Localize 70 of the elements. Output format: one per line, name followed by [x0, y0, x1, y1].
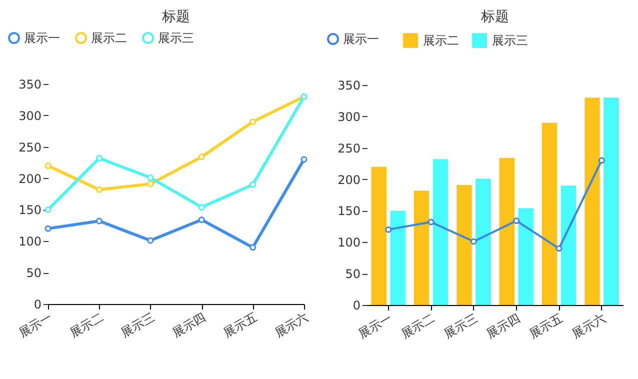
bar — [499, 158, 514, 305]
x-tick-label: 展示四 — [484, 310, 522, 341]
legend-label: 展示一 — [343, 32, 379, 46]
y-tick-label: 0 — [352, 298, 360, 312]
y-tick-label: 300 — [338, 110, 360, 124]
x-tick-label: 展示五 — [526, 310, 565, 341]
point — [44, 206, 52, 213]
x-tick-label: 展示四 — [170, 310, 208, 340]
point — [198, 154, 205, 160]
y-tick-label: 300 — [18, 108, 42, 123]
point — [428, 218, 434, 226]
bar — [390, 210, 406, 305]
legend-label: 展示二 — [91, 31, 127, 45]
bar — [371, 166, 386, 305]
y-tick-label: 150 — [18, 203, 42, 218]
x-tick-label: 展示六 — [569, 310, 608, 341]
y-tick-label: 0 — [34, 298, 42, 312]
y-tick-label: 50 — [345, 267, 360, 282]
x-tick-label: 展示三 — [118, 310, 157, 340]
bar — [476, 178, 491, 305]
chart-title: 标题 — [161, 9, 190, 25]
point — [385, 226, 392, 233]
bar — [584, 98, 600, 305]
x-tick-label: 展示二 — [68, 310, 106, 340]
chart-title: 标题 — [480, 9, 509, 25]
x-tick-label: 展示二 — [398, 310, 437, 341]
bar — [518, 208, 534, 305]
point — [147, 237, 154, 244]
point — [96, 154, 102, 162]
bar — [432, 159, 448, 305]
point — [44, 225, 52, 232]
point — [44, 162, 52, 169]
bar — [456, 184, 472, 305]
point — [147, 180, 154, 188]
x-tick-label: 展示三 — [441, 310, 480, 341]
bar — [414, 190, 430, 305]
point — [598, 157, 605, 164]
y-tick-label: 200 — [18, 172, 42, 186]
point — [147, 174, 154, 181]
y-tick-label: 100 — [18, 234, 42, 249]
point — [556, 245, 562, 252]
x-tick-label: 展示六 — [272, 310, 310, 340]
x-tick-label: 展示五 — [221, 310, 260, 340]
legend-label: 展示三 — [492, 34, 528, 48]
y-tick-label: 250 — [18, 140, 42, 154]
y-tick-label: 50 — [26, 266, 42, 280]
y-tick-label: 350 — [338, 78, 360, 92]
x-tick-label: 展示一 — [16, 310, 54, 340]
legend-label: 展示二 — [423, 34, 459, 48]
legend-label: 展示一 — [24, 31, 60, 45]
point — [513, 218, 520, 224]
x-tick-label: 展示一 — [356, 310, 394, 341]
point — [198, 204, 205, 210]
point — [250, 244, 256, 251]
bar — [560, 186, 576, 305]
point — [300, 156, 308, 163]
point — [470, 238, 477, 245]
legend-label: 展示三 — [158, 31, 194, 45]
bar — [604, 98, 619, 305]
point — [250, 181, 256, 188]
y-tick-label: 200 — [338, 172, 360, 187]
point — [250, 118, 256, 125]
y-tick-label: 350 — [18, 78, 42, 92]
y-tick-label: 150 — [338, 204, 360, 218]
bar — [542, 122, 558, 305]
point — [96, 218, 102, 224]
y-tick-label: 100 — [338, 236, 360, 250]
point — [96, 186, 102, 193]
y-tick-label: 250 — [338, 141, 360, 156]
point — [198, 216, 205, 224]
